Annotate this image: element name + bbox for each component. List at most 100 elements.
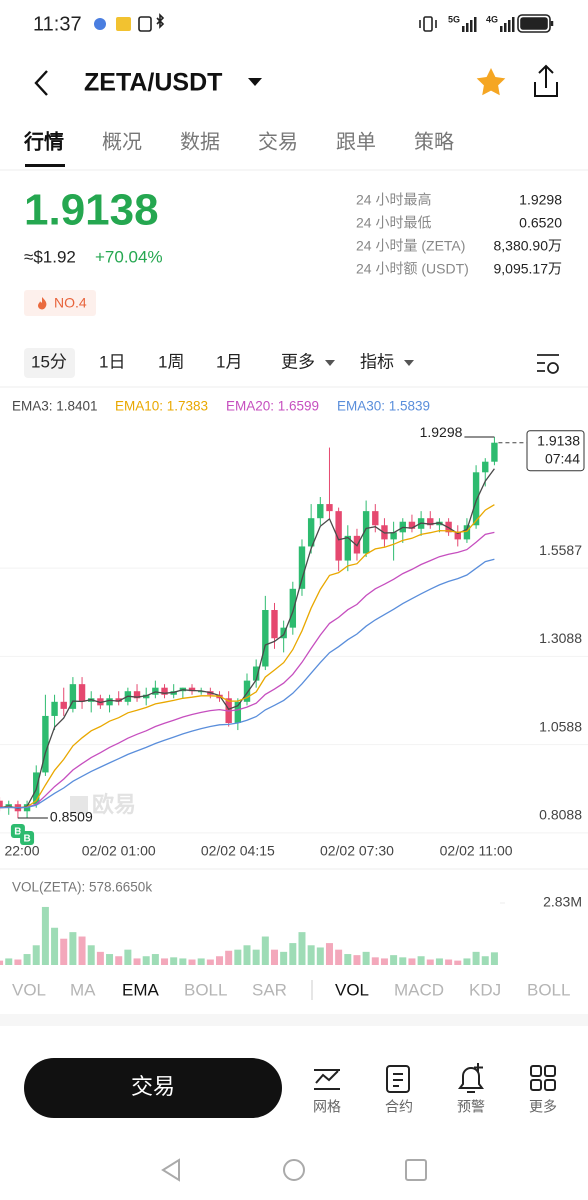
volume-bar — [399, 957, 407, 965]
legend-entry: EMA20: 1.6599 — [226, 399, 319, 414]
indicator-tab[interactable]: BOLL — [184, 980, 227, 999]
network-type: 4G — [486, 14, 498, 24]
tab[interactable]: 概况 — [102, 130, 142, 153]
y-tick-label: 1.3088 — [539, 630, 582, 646]
volume-bar — [0, 960, 4, 965]
volume-bar — [14, 959, 22, 965]
timeframe[interactable]: 指标 — [360, 352, 394, 371]
system-nav[interactable] — [161, 1158, 427, 1182]
legend-entry: EMA10: 1.7383 — [115, 399, 208, 414]
ema-line — [0, 468, 495, 810]
section-gap — [0, 1014, 588, 1026]
tab[interactable]: 数据 — [180, 130, 220, 153]
candle-body — [143, 694, 150, 699]
action-icons — [314, 1063, 556, 1093]
timeframe[interactable]: 1月 — [216, 352, 242, 371]
timeframe[interactable]: 1日 — [99, 352, 125, 371]
volume-bar — [234, 949, 242, 965]
volume-bar — [225, 950, 233, 965]
indicator-tab[interactable]: KDJ — [469, 980, 501, 999]
volume-bar — [78, 936, 86, 965]
legend-entry: EMA30: 1.5839 — [337, 399, 430, 414]
timeframe[interactable]: 1周 — [158, 352, 184, 371]
volume-bar — [280, 951, 288, 965]
trade-marker-label: B — [14, 827, 21, 838]
last-price: 1.9138 — [24, 186, 159, 235]
volume-bar — [133, 958, 141, 965]
candle-body — [161, 687, 168, 695]
indicator-tab[interactable]: MACD — [394, 980, 444, 999]
volume-bar — [252, 949, 260, 965]
tab[interactable]: 策略 — [414, 130, 454, 153]
volume-bar — [206, 959, 214, 965]
share-button[interactable] — [534, 64, 558, 97]
indicator-tab[interactable]: MA — [70, 980, 96, 999]
max-label: 1.9298 — [420, 424, 463, 440]
trade-marker-label: B — [23, 834, 30, 845]
volume-bar — [188, 959, 196, 965]
tab[interactable]: 交易 — [258, 130, 298, 153]
signal-bars — [462, 17, 515, 32]
candle-body — [472, 472, 480, 526]
candle-body — [69, 684, 77, 709]
candle-body — [243, 680, 251, 702]
chart-settings[interactable] — [537, 354, 559, 374]
indicator-tab[interactable]: VOL — [12, 980, 46, 999]
candle-body — [188, 687, 196, 692]
volume-bar — [115, 956, 123, 965]
status-icons — [94, 13, 554, 33]
back-button[interactable] — [34, 70, 48, 96]
volume-bar — [353, 955, 361, 965]
favorite-star[interactable] — [476, 68, 506, 96]
trade-button[interactable] — [24, 1058, 282, 1118]
volume-bar — [335, 949, 343, 965]
candle-body — [152, 687, 159, 695]
volume-bar — [96, 951, 104, 965]
volume-bar — [325, 943, 333, 965]
candle-body — [362, 511, 370, 554]
ema-line — [0, 531, 495, 809]
y-tick-label: 0.8088 — [539, 807, 582, 823]
volume-bar — [445, 959, 453, 965]
volume-bar — [197, 958, 205, 965]
indicator-tab[interactable]: EMA — [122, 980, 160, 999]
volume-title: VOL(ZETA): 578.6650k — [12, 880, 152, 895]
candle-body — [234, 701, 242, 723]
candle-body — [42, 715, 49, 773]
candle-body — [482, 461, 489, 473]
candle-body — [60, 701, 67, 709]
trade-button-label[interactable]: 交易 — [131, 1074, 175, 1099]
volume-bar — [362, 951, 370, 965]
x-tick-label: 02/02 01:00 — [82, 843, 156, 859]
candle-body — [298, 546, 306, 589]
timeframe[interactable]: 15分 — [31, 352, 67, 371]
trade-marker — [20, 831, 35, 846]
stat-value: 1.9298 — [519, 192, 562, 208]
candle-body — [106, 698, 113, 706]
candle-body — [317, 504, 324, 519]
symbol[interactable]: ZETA/USDT — [84, 69, 222, 97]
volume-bar — [69, 932, 77, 965]
tab[interactable]: 跟单 — [336, 130, 376, 153]
legend-entry: EMA3: 1.8401 — [12, 399, 98, 414]
candle-body — [372, 511, 379, 526]
action-label[interactable]: 更多 — [529, 1099, 557, 1115]
volume-bar — [124, 949, 132, 965]
timeframe[interactable]: 更多 — [281, 352, 315, 371]
indicator-tab[interactable]: BOLL — [527, 980, 570, 999]
action-label[interactable]: 预警 — [457, 1099, 485, 1115]
symbol-dropdown[interactable] — [248, 78, 262, 86]
volume-bar — [170, 957, 178, 965]
volume-bar — [463, 958, 471, 965]
indicator-tab[interactable]: VOL — [335, 980, 369, 999]
candle-body — [133, 691, 141, 699]
price-change: +70.04% — [95, 247, 163, 266]
action-label[interactable]: 网格 — [313, 1099, 341, 1115]
volume-bar — [60, 938, 68, 965]
last-price-box — [526, 430, 585, 472]
stat-label: 24 小时最低 — [356, 215, 431, 231]
indicator-tab[interactable]: SAR — [252, 980, 287, 999]
tab[interactable]: 行情 — [23, 129, 64, 153]
action-label[interactable]: 合约 — [385, 1099, 413, 1115]
